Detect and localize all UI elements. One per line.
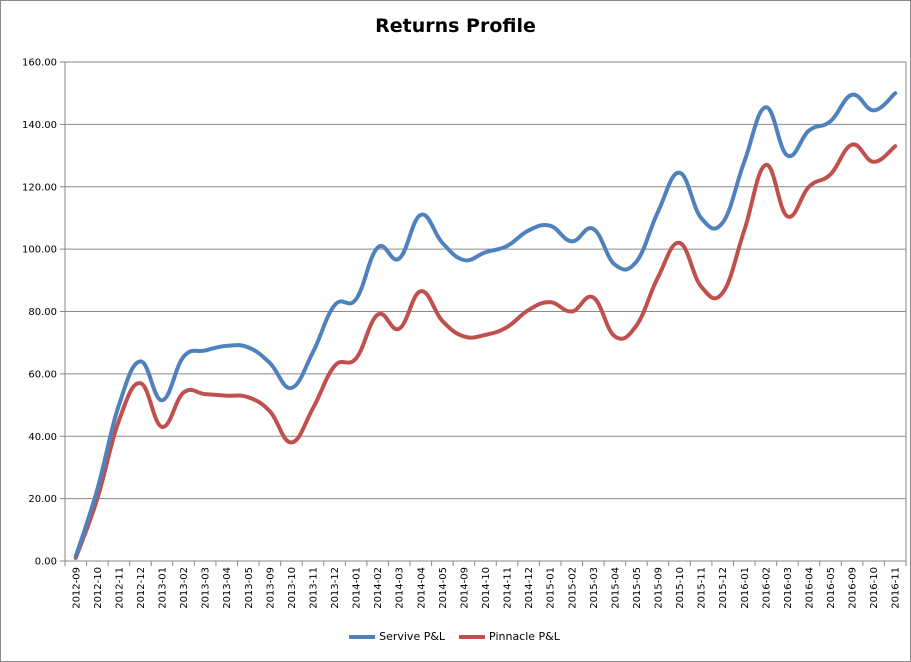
- x-tick-label: 2014-04: [416, 567, 427, 609]
- x-tick-label: 2013-11: [308, 567, 319, 609]
- y-tick-label: 80.00: [28, 307, 57, 318]
- x-tick-label: 2015-03: [589, 567, 600, 609]
- x-tick-label: 2015-02: [567, 567, 578, 609]
- x-tick-label: 2016-11: [891, 567, 902, 609]
- legend-label-servive: Servive P&L: [379, 630, 446, 643]
- y-tick-label: 60.00: [28, 369, 57, 380]
- x-tick-label: 2012-12: [136, 567, 147, 609]
- x-tick-label: 2016-01: [740, 567, 751, 609]
- x-tick-label: 2014-11: [503, 567, 514, 609]
- chart-title: Returns Profile: [375, 15, 536, 37]
- x-tick-label: 2012-09: [71, 567, 82, 609]
- x-tick-label: 2014-10: [481, 567, 492, 609]
- series-line-pinnacle: [73, 142, 898, 560]
- x-axis-ticks: 2012-09 2012-10 2012-11 2012-12 2013-01 2013-…: [64, 561, 907, 609]
- x-tick-label: 2014-12: [524, 567, 535, 609]
- x-tick-label: 2015-04: [610, 567, 621, 609]
- legend-label-pinnacle: Pinnacle P&L: [489, 630, 560, 643]
- x-tick-label: 2016-04: [804, 567, 815, 609]
- y-tick-label: 0.00: [35, 557, 57, 568]
- legend-swatch-servive: [349, 634, 376, 639]
- y-tick-label: 160.00: [22, 58, 57, 69]
- y-tick-label: 40.00: [28, 432, 57, 443]
- y-tick-label: 20.00: [28, 494, 57, 505]
- x-tick-label: 2014-02: [373, 567, 384, 609]
- x-tick-label: 2014-03: [395, 567, 406, 609]
- legend-swatch-pinnacle: [459, 634, 486, 639]
- series-lines: [73, 91, 898, 560]
- x-tick-label: 2015-12: [718, 567, 729, 609]
- x-tick-label: 2015-01: [546, 567, 557, 609]
- x-tick-label: 2016-03: [783, 567, 794, 609]
- x-tick-label: 2014-09: [459, 567, 470, 609]
- x-tick-label: 2013-05: [244, 567, 255, 609]
- y-tick-label: 140.00: [22, 120, 57, 131]
- x-tick-label: 2015-11: [697, 567, 708, 609]
- x-tick-label: 2013-12: [330, 567, 341, 609]
- x-tick-label: 2013-09: [265, 567, 276, 609]
- x-tick-label: 2012-11: [114, 567, 125, 609]
- y-axis-ticks: 0.00 20.00 40.00 60.00 80.00 100.00 120.00 140.…: [22, 58, 65, 568]
- x-tick-label: 2015-10: [675, 567, 686, 609]
- x-tick-label: 2013-04: [222, 567, 233, 609]
- gridlines: [65, 61, 906, 500]
- x-tick-label: 2016-09: [848, 567, 859, 609]
- x-tick-label: 2012-10: [93, 567, 104, 609]
- x-tick-label: 2016-10: [869, 567, 880, 609]
- x-tick-label: 2013-02: [179, 567, 190, 609]
- x-tick-label: 2016-05: [826, 567, 837, 609]
- x-tick-label: 2014-01: [352, 567, 363, 609]
- x-tick-label: 2013-03: [201, 567, 212, 609]
- y-tick-label: 120.00: [22, 182, 57, 193]
- legend-item-pinnacle: Pinnacle P&L: [459, 630, 560, 643]
- x-tick-label: 2016-02: [761, 567, 772, 609]
- x-tick-label: 2015-05: [632, 567, 643, 609]
- y-tick-label: 100.00: [22, 245, 57, 256]
- series-line-servive: [73, 91, 898, 559]
- x-tick-label: 2013-01: [158, 567, 169, 609]
- legend-item-servive: Servive P&L: [349, 630, 445, 643]
- x-tick-label: 2014-05: [438, 567, 449, 609]
- x-tick-label: 2013-10: [287, 567, 298, 609]
- x-tick-label: 2015-09: [654, 567, 665, 609]
- legend: Servive P&L Pinnacle P&L: [0, 630, 909, 643]
